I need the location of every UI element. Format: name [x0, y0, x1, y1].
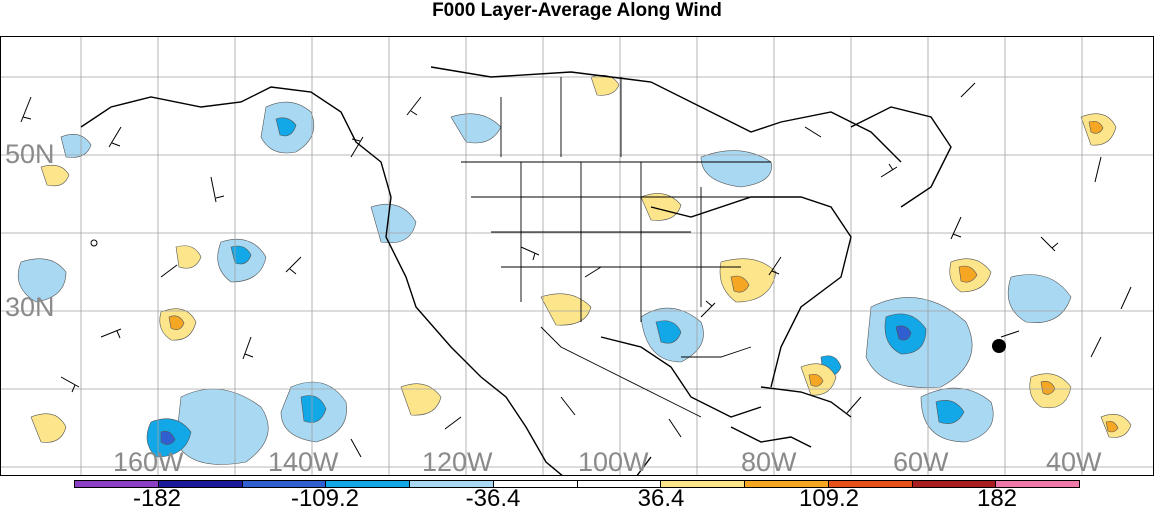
wind-barbs: [20, 82, 1132, 458]
lon-label-60w: 60W: [893, 447, 949, 476]
colorbar-swatch: [326, 481, 410, 487]
colorbar: [74, 480, 1080, 488]
map-title: F000 Layer-Average Along Wind: [432, 0, 722, 21]
positive-contours: [30, 74, 1132, 443]
lon-label-160w: 160W: [113, 447, 184, 476]
colorbar-swatch: [912, 481, 997, 487]
colorbar-swatch: [493, 481, 578, 487]
lat-label-50n: 50N: [5, 139, 55, 169]
map-panel: 50N 30N 160W 140W 120W 100W 80W 60W 40W: [0, 36, 1154, 476]
negative-contours: [17, 101, 1072, 465]
colorbar-swatch: [410, 481, 494, 487]
graticule: [1, 37, 1153, 475]
state-borders: [461, 77, 771, 418]
colorbar-swatch: [75, 481, 159, 487]
colorbar-swatch: [158, 481, 243, 487]
colorbar-swatch: [661, 481, 745, 487]
colorbar-label: 109.2: [798, 485, 860, 512]
colorbar-label: 36.4: [637, 485, 685, 512]
colorbar-label: -182: [132, 485, 182, 512]
lon-label-140w: 140W: [268, 447, 339, 476]
lon-label-120w: 120W: [422, 447, 493, 476]
colorbar-swatch: [745, 481, 829, 487]
colorbar-swatch: [828, 481, 913, 487]
colorbar-swatch: [996, 481, 1079, 487]
calm-wind-circle: [90, 239, 98, 247]
colorbar-label: -109.2: [290, 485, 360, 512]
colorbar-label: -36.4: [465, 485, 521, 512]
lat-label-30n: 30N: [5, 292, 55, 322]
station-dot: [992, 339, 1006, 353]
colorbar-swatch: [242, 481, 327, 487]
map-canvas: [1, 37, 1153, 475]
colorbar-label: 182: [976, 485, 1018, 512]
lon-label-80w: 80W: [741, 447, 797, 476]
colorbar-swatch: [577, 481, 662, 487]
lon-label-40w: 40W: [1046, 447, 1102, 476]
coastlines: [80, 66, 952, 475]
lon-label-100w: 100W: [578, 447, 649, 476]
